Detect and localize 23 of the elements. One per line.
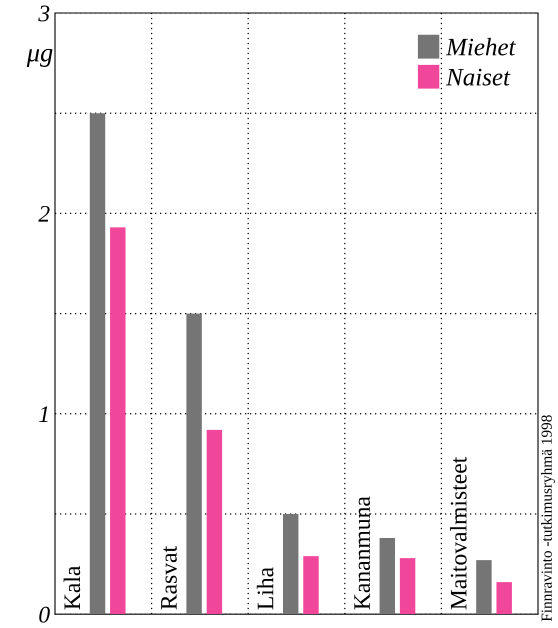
text: Finnravinto -tutkimusryhmä 1998 xyxy=(541,415,555,622)
bar xyxy=(380,538,396,614)
bar xyxy=(282,514,298,614)
bar xyxy=(303,556,319,614)
bar xyxy=(206,430,222,614)
bar xyxy=(110,227,126,614)
legend-label: Naiset xyxy=(446,68,510,86)
bar xyxy=(496,582,512,614)
legend-label: Miehet xyxy=(446,38,516,56)
x-tick-label: Rasvat xyxy=(161,546,177,610)
y-tick-label: 2 xyxy=(38,206,50,222)
y-axis-title: μg xyxy=(26,48,52,67)
y-tick-label: 0 xyxy=(39,606,50,623)
x-tick-label: Kala xyxy=(64,566,80,610)
y-tick-label: 1 xyxy=(39,406,48,422)
x-tick-label: Maitovalmisteet xyxy=(450,456,467,610)
x-tick-label: Kananmuna xyxy=(354,496,370,610)
bar xyxy=(186,314,202,614)
bar xyxy=(90,113,106,614)
bar xyxy=(476,560,492,614)
x-tick-label: Liha xyxy=(256,567,274,610)
y-tick-label: 3 xyxy=(38,6,50,22)
bar xyxy=(400,558,416,614)
